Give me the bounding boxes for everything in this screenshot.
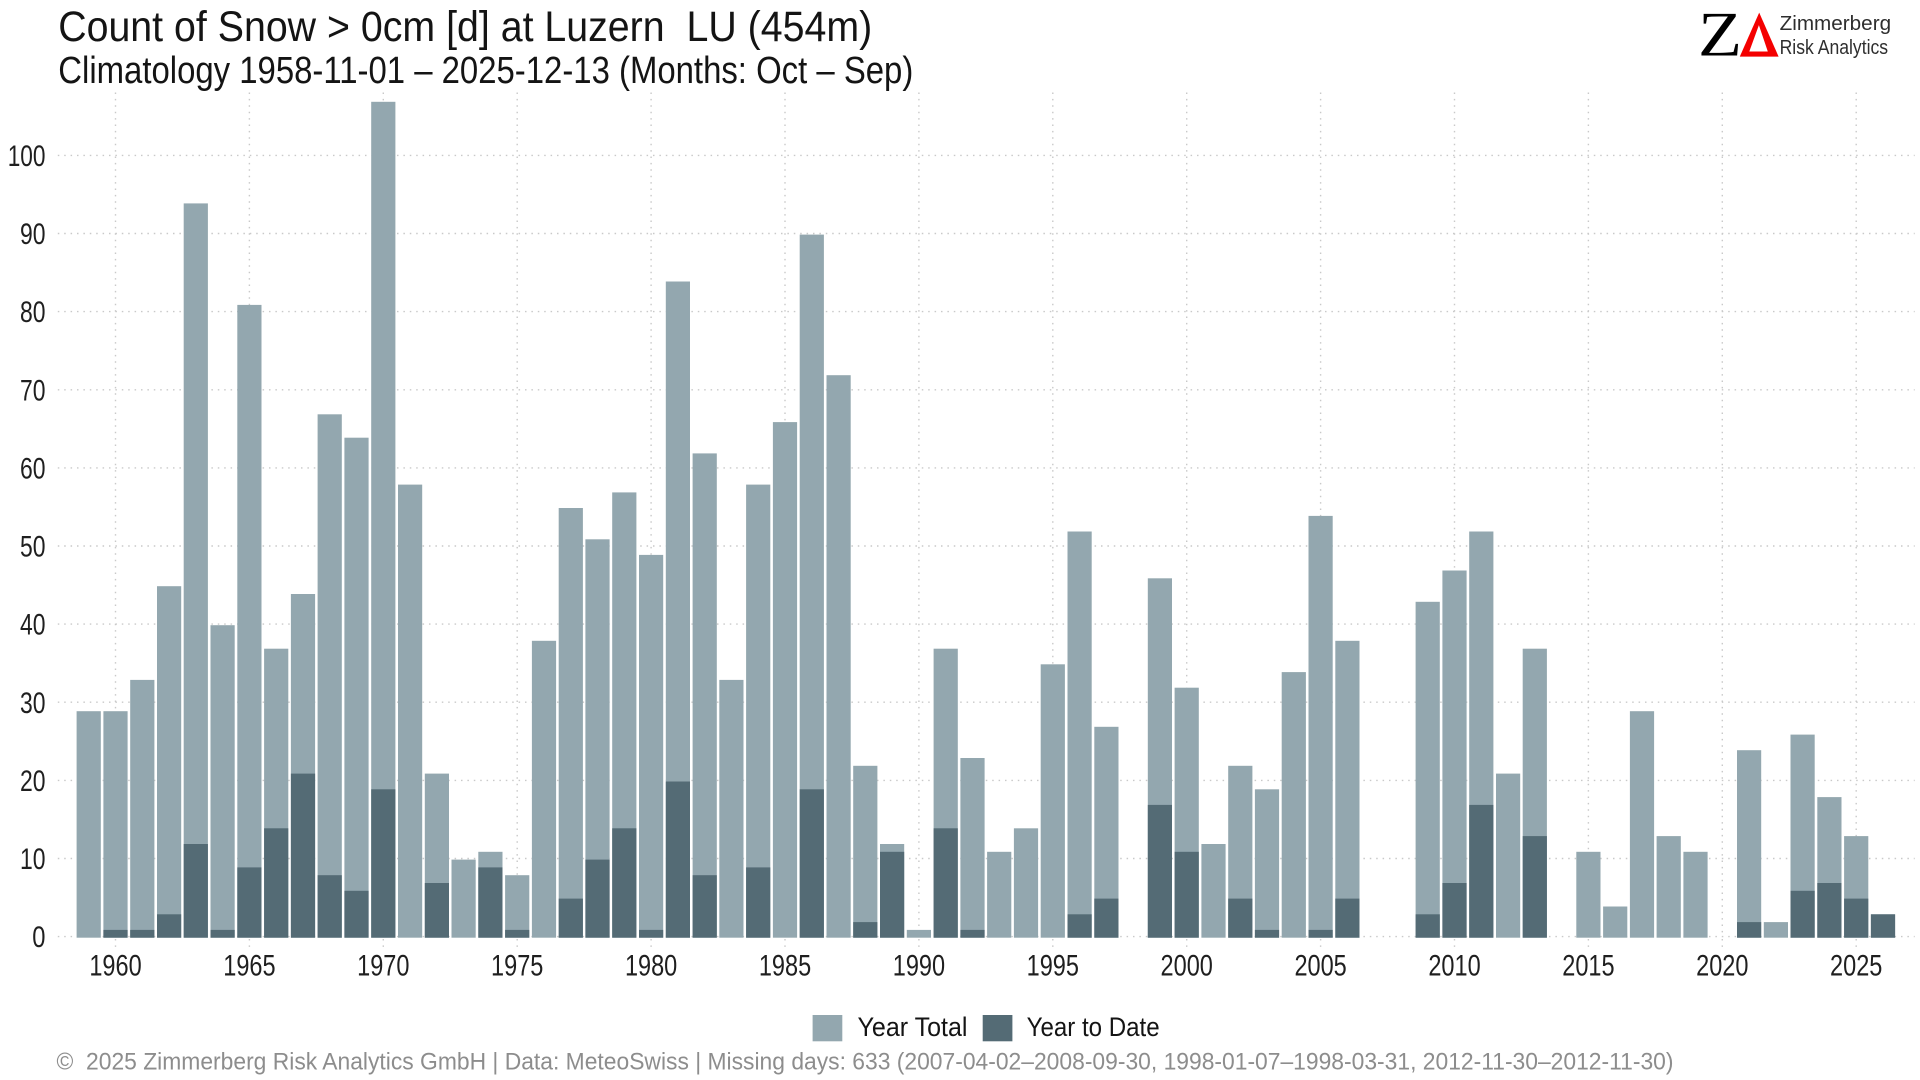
svg-text:Zimmerberg: Zimmerberg xyxy=(1780,13,1892,35)
svg-text:Risk Analytics: Risk Analytics xyxy=(1780,37,1889,59)
svg-text:Count of Snow > 0cm [d] at Luz: Count of Snow > 0cm [d] at Luzern LU (45… xyxy=(58,3,872,51)
svg-text:1960: 1960 xyxy=(89,949,141,982)
svg-text:100: 100 xyxy=(8,140,46,173)
svg-text:2005: 2005 xyxy=(1294,949,1346,982)
svg-text:1985: 1985 xyxy=(759,949,811,982)
svg-text:Climatology 1958-11-01 – 2025-: Climatology 1958-11-01 – 2025-12-13 (Mon… xyxy=(58,50,913,92)
svg-text:10: 10 xyxy=(20,843,46,876)
svg-text:90: 90 xyxy=(20,218,46,251)
svg-text:60: 60 xyxy=(20,453,46,486)
svg-text:1970: 1970 xyxy=(357,949,409,982)
svg-text:70: 70 xyxy=(20,374,46,407)
svg-text:40: 40 xyxy=(20,609,46,642)
svg-text:0: 0 xyxy=(32,921,45,954)
svg-text:1990: 1990 xyxy=(893,949,945,982)
svg-text:1995: 1995 xyxy=(1027,949,1079,982)
svg-text:1975: 1975 xyxy=(491,949,543,982)
svg-text:2025: 2025 xyxy=(1830,949,1882,982)
svg-text:20: 20 xyxy=(20,765,46,798)
svg-text:2015: 2015 xyxy=(1562,949,1614,982)
svg-text:80: 80 xyxy=(20,296,46,329)
svg-text:Year Total: Year Total xyxy=(858,1012,968,1042)
svg-text:2020: 2020 xyxy=(1696,949,1748,982)
svg-text:1980: 1980 xyxy=(625,949,677,982)
svg-text:50: 50 xyxy=(20,531,46,564)
svg-text:30: 30 xyxy=(20,687,46,720)
svg-text:2010: 2010 xyxy=(1428,949,1480,982)
svg-text:2000: 2000 xyxy=(1161,949,1213,982)
svg-text:Year to Date: Year to Date xyxy=(1027,1012,1160,1042)
svg-text:© 2025 Zimmerberg Risk Analyt: © 2025 Zimmerberg Risk Analytics GmbH | … xyxy=(57,1049,1674,1076)
svg-text:Z: Z xyxy=(1698,0,1742,70)
svg-text:1965: 1965 xyxy=(223,949,275,982)
